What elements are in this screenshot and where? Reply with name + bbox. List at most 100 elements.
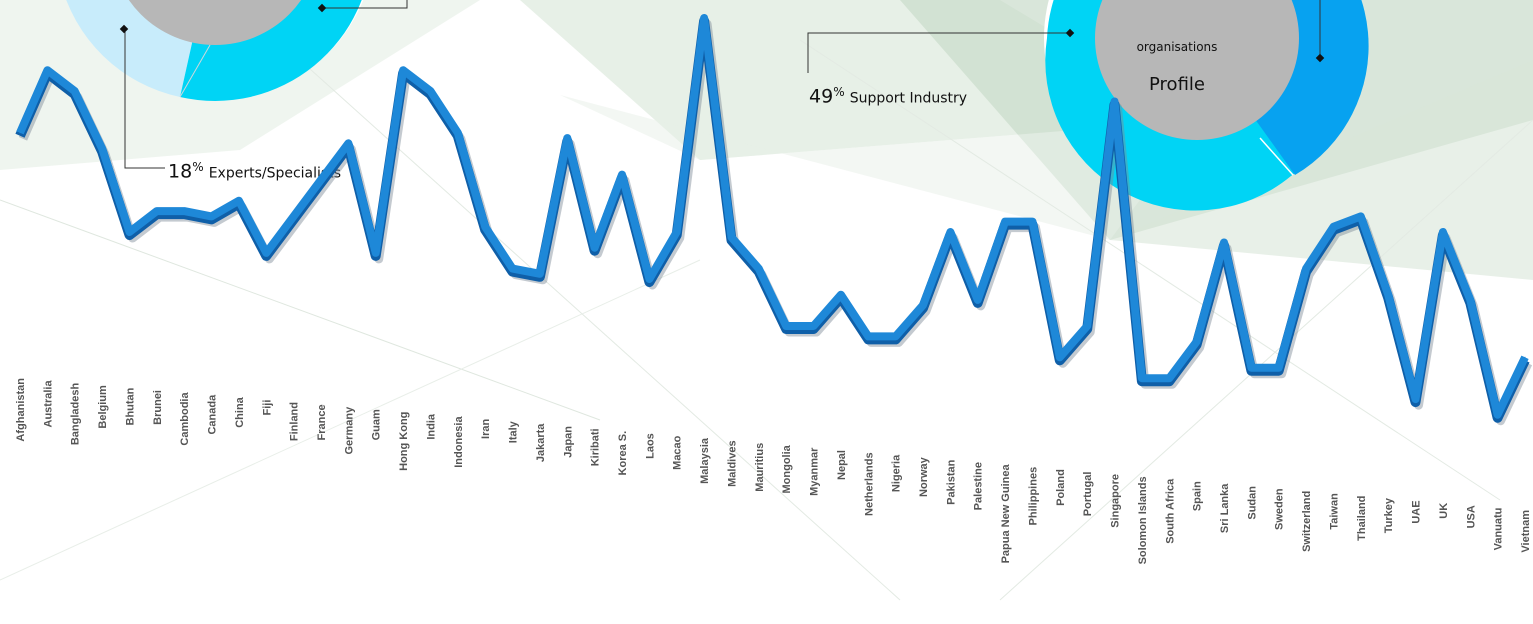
data-point-indonesia (457, 132, 459, 134)
data-point-mongolia (785, 325, 787, 327)
callout-experts-label: Experts/Specialists (208, 165, 341, 182)
x-tick-label: USA (1465, 505, 1477, 528)
x-tick-label: Cambodia (179, 392, 191, 446)
callout-experts: 18% Experts/Specialists (168, 160, 341, 182)
data-point-pakistan (949, 231, 951, 233)
data-point-italy (512, 268, 513, 270)
data-point-portugal (1086, 325, 1088, 327)
x-tick-label: Laos (644, 433, 656, 459)
data-point-singapore (1114, 101, 1115, 102)
x-tick-label: Fiji (261, 400, 273, 416)
data-point-vanuatu (1497, 414, 1499, 416)
data-point-finland (293, 215, 295, 217)
data-point-papua-new-guinea (1004, 221, 1006, 223)
data-point-vietnam (1524, 356, 1526, 358)
x-tick-label: Nepal (836, 450, 848, 480)
data-point-uk (1442, 231, 1444, 233)
data-point-brunei (156, 210, 158, 212)
x-tick-label: Mongolia (781, 444, 793, 493)
x-tick-label: Kiribati (590, 428, 602, 466)
x-tick-label: Afghanistan (15, 378, 27, 442)
data-point-afghanistan (19, 132, 21, 134)
donut-caption-main: Profile (1149, 74, 1205, 95)
data-point-kiribati (594, 247, 596, 249)
data-point-poland (1059, 356, 1061, 358)
x-tick-label: Canada (207, 394, 219, 435)
x-tick-label: Sweden (1274, 488, 1286, 530)
data-point-belgium (101, 148, 103, 149)
data-point-switzerland (1305, 268, 1307, 270)
callout-support-value: 49 (809, 85, 834, 108)
x-tick-label: Brunei (152, 390, 164, 425)
donut-caption-small: organisations (1136, 40, 1218, 54)
x-tick-label: Korea S. (617, 431, 629, 476)
x-tick-label: Poland (1055, 469, 1067, 506)
data-point-sweden (1278, 367, 1280, 369)
x-tick-label: Sudan (1246, 486, 1258, 520)
data-point-china (238, 200, 240, 202)
x-tick-label: Philippines (1028, 467, 1040, 526)
x-tick-label: UK (1438, 503, 1450, 519)
data-point-bangladesh (74, 90, 76, 92)
data-point-laos (648, 278, 650, 280)
x-tick-label: Myanmar (809, 447, 821, 496)
x-tick-label: Mauritius (754, 443, 766, 492)
x-tick-label: Bangladesh (70, 383, 82, 446)
data-point-philippines (1032, 221, 1033, 223)
data-point-sri-lanka (1223, 242, 1225, 243)
data-point-nepal (840, 294, 842, 296)
data-point-bhutan (129, 231, 130, 233)
data-point-jakarta (539, 273, 541, 275)
data-point-korea-s- (621, 174, 623, 176)
x-tick-label: Jakarta (535, 423, 547, 462)
donut-left (66, 0, 408, 169)
data-point-usa (1469, 299, 1471, 301)
data-point-germany (347, 142, 349, 144)
x-tick-label: Iran (480, 419, 492, 439)
x-tick-label: Papua New Guinea (1000, 464, 1012, 564)
data-point-spain (1196, 341, 1198, 343)
callout-support-percent: % (833, 85, 845, 99)
x-tick-label: Indonesia (453, 416, 465, 468)
data-point-iran (484, 226, 486, 228)
x-tick-label: Macao (672, 435, 684, 470)
data-point-hong-kong (402, 69, 404, 71)
x-tick-label: Thailand (1356, 496, 1368, 541)
x-tick-label: Germany (343, 406, 355, 455)
x-tick-label: Vanuatu (1493, 508, 1505, 551)
x-tick-label: Hong Kong (398, 412, 410, 471)
data-point-myanmar (813, 325, 814, 327)
x-tick-label: Palestine (973, 462, 985, 510)
callout-support: 49% Support Industry (809, 85, 967, 107)
x-tick-label: Taiwan (1329, 493, 1341, 530)
x-tick-label: India (426, 413, 438, 440)
x-tick-label: Guam (371, 409, 383, 440)
x-tick-label: Solomon Islands (1137, 476, 1149, 564)
x-tick-label: Japan (562, 426, 574, 458)
x-tick-label: China (234, 396, 246, 427)
data-point-australia (46, 69, 48, 71)
x-tick-label: UAE (1411, 500, 1423, 523)
x-tick-label: South Africa (1164, 478, 1176, 544)
data-point-taiwan (1333, 226, 1334, 228)
x-tick-label: Belgium (97, 385, 109, 429)
x-tick-label: Switzerland (1301, 491, 1313, 552)
data-point-guam (375, 252, 377, 254)
data-point-canada (211, 215, 212, 217)
data-point-mauritius (758, 268, 760, 270)
data-point-macao (676, 231, 678, 233)
data-point-japan (566, 137, 568, 139)
x-tick-label: Nigeria (891, 454, 903, 492)
data-point-sudan (1250, 367, 1252, 369)
x-tick-label: Pakistan (945, 459, 957, 505)
data-point-maldives (731, 236, 732, 238)
x-tick-label: Spain (1192, 481, 1204, 511)
data-point-uae (1415, 398, 1416, 400)
data-point-solomon-islands (1141, 377, 1143, 379)
callout-experts-percent: % (192, 160, 204, 174)
series-line (16, 14, 1529, 419)
data-point-palestine (977, 299, 979, 301)
x-tick-label: Singapore (1110, 474, 1122, 528)
x-tick-label: Norway (918, 456, 930, 497)
